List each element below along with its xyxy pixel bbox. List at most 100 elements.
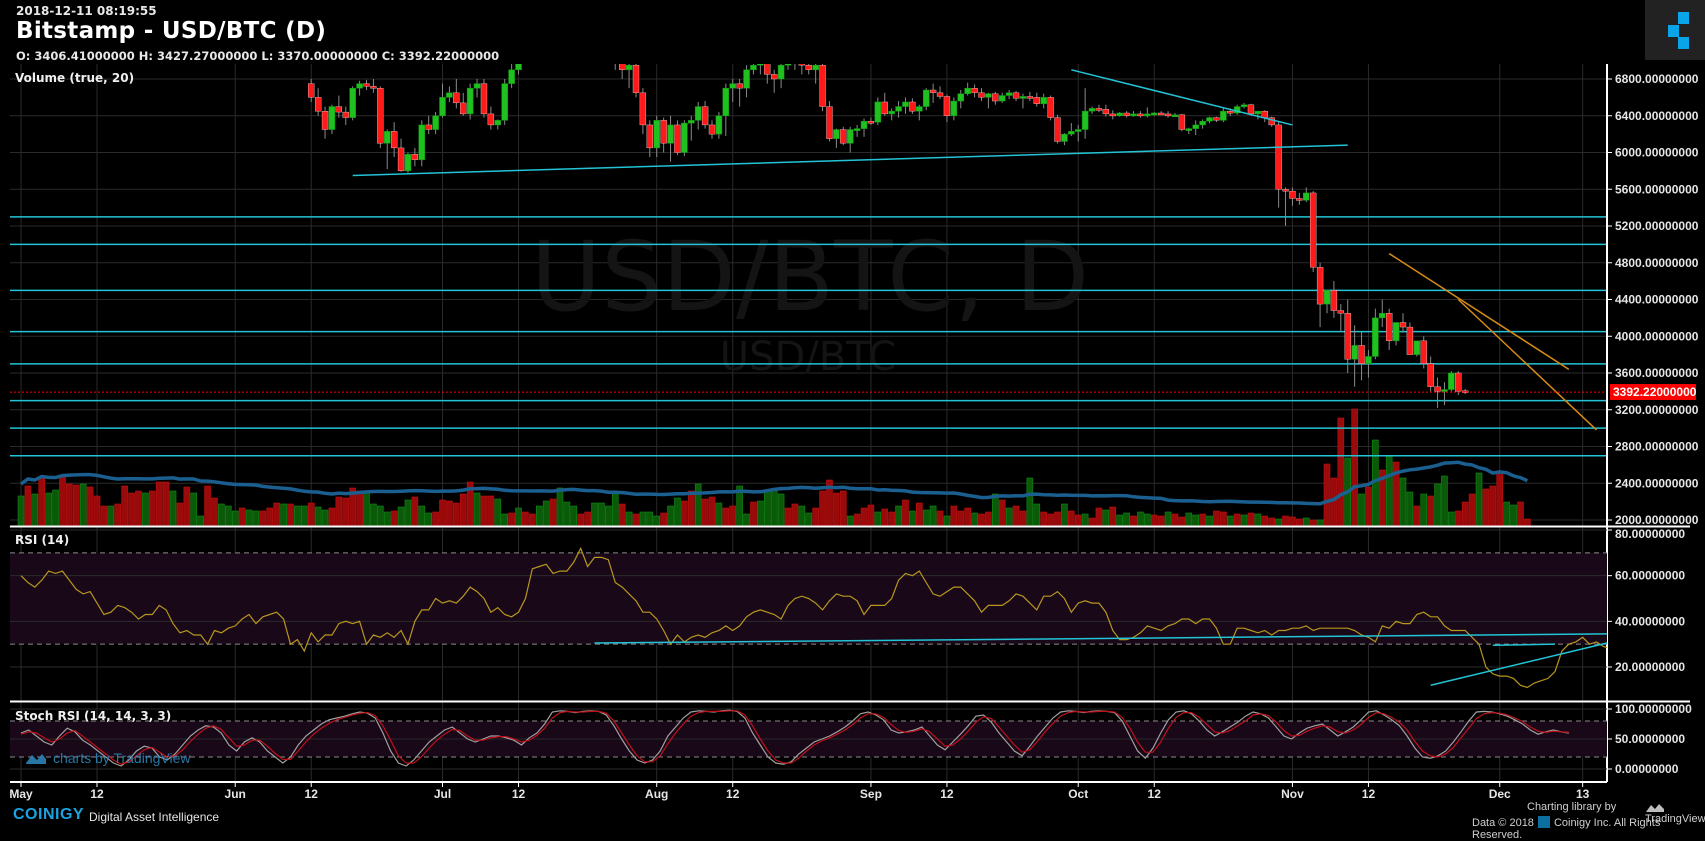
volume-bar [363, 492, 370, 526]
candle-body [1047, 97, 1054, 118]
stoch-d-line [20, 710, 1569, 765]
volume-bar [985, 511, 992, 526]
volume-bar [632, 513, 640, 526]
volume-bar [1054, 511, 1061, 526]
coinigy-logo-button[interactable] [1645, 0, 1705, 60]
charting-library-credit: Charting library by [1527, 801, 1617, 813]
candle-body [356, 83, 363, 89]
candle-body [964, 87, 971, 94]
tradingview-watermark[interactable]: charts by TradingView [25, 750, 190, 768]
volume-bar [563, 501, 571, 526]
candle-body [1441, 389, 1448, 392]
volume-bar [1033, 503, 1041, 526]
volume-bar [307, 502, 315, 526]
volume-bar [473, 492, 481, 526]
candle-body [439, 97, 446, 116]
volume-bar [1012, 505, 1020, 526]
candle-body [1399, 322, 1407, 328]
volume-bar [922, 509, 930, 526]
time-axis-label: Jun [225, 787, 246, 801]
volume-bar [1157, 515, 1165, 526]
volume-bar [1482, 488, 1490, 526]
copyright-prefix: Data © 2018 [1472, 817, 1534, 829]
volume-bar [24, 485, 32, 526]
volume-bar [1385, 455, 1393, 526]
candle-body [632, 65, 640, 93]
candle-body [1261, 111, 1268, 118]
volume-bar [1268, 517, 1276, 526]
candle-body [1012, 92, 1020, 99]
volume-bar [867, 504, 875, 526]
time-axis-label: Aug [645, 787, 668, 801]
stoch-axis-label: 50.00000000 [1615, 732, 1685, 746]
candle-body [418, 124, 426, 161]
volume-bar [370, 503, 377, 526]
volume-bar [328, 507, 336, 526]
volume-bar [1171, 513, 1179, 526]
candle-body [853, 128, 861, 131]
volume-bar [805, 512, 813, 526]
volume-bar [107, 505, 115, 526]
volume-bar [1309, 519, 1317, 526]
candle-body [1130, 113, 1137, 117]
candle-body [432, 115, 439, 130]
volume-bar [383, 511, 391, 526]
candle-body [473, 83, 481, 89]
volume-bar [162, 481, 170, 526]
copyright-notice: Data © 2018 Coinigy Inc. All Rights Reser… [1472, 816, 1705, 841]
volume-bar [397, 506, 405, 526]
volume-bar [770, 488, 778, 526]
candle-body [1330, 290, 1338, 311]
volume-bar [819, 490, 826, 526]
trendline [1457, 298, 1597, 431]
coinigy-wordmark[interactable]: COINIGY [13, 806, 85, 823]
candle-body [1323, 290, 1331, 305]
volume-bar [998, 499, 1006, 526]
volume-bar [1026, 477, 1034, 526]
volume-bar [52, 489, 59, 526]
volume-bar [335, 496, 343, 526]
volume-bar [943, 515, 951, 526]
watermark-sub: USD/BTC [720, 334, 896, 380]
volume-bar [646, 511, 654, 526]
volume-bar [1399, 477, 1407, 526]
candle-body [867, 121, 875, 124]
candle-body [1406, 326, 1414, 355]
price-axis-label: 6400.00000000 [1615, 109, 1699, 123]
volume-bar [1192, 514, 1199, 526]
volume-bar [846, 515, 854, 526]
candle-body [688, 120, 695, 124]
tradingview-credit-link[interactable]: TradingView [1645, 801, 1705, 825]
volume-bar [301, 505, 308, 526]
volume-bar [1116, 514, 1123, 526]
volume-bar [280, 503, 287, 526]
volume-bar [1378, 469, 1386, 526]
candle-body [453, 92, 460, 104]
volume-bar [252, 510, 260, 526]
candle-body [1358, 345, 1365, 364]
candle-body [1413, 340, 1421, 355]
candle-body [494, 120, 502, 126]
volume-bar [259, 510, 267, 526]
volume-bar [211, 497, 218, 526]
volume-bar [425, 512, 432, 526]
volume-bar [1392, 461, 1400, 526]
candle-body [819, 65, 826, 107]
candle-body [370, 86, 377, 89]
candle-body [1088, 108, 1096, 112]
timestamp: 2018-12-11 08:19:55 [16, 4, 157, 18]
volume-bar [757, 500, 764, 526]
volume-bar [404, 499, 412, 526]
candle-body [1137, 113, 1144, 117]
volume-bar [1461, 501, 1469, 526]
volume-bar [715, 502, 723, 526]
price-axis-label: 4800.00000000 [1615, 256, 1699, 270]
volume-bar [881, 508, 889, 526]
volume-bar [1233, 513, 1241, 526]
candle-body [916, 106, 923, 112]
candle-body [874, 101, 882, 123]
candle-body [1033, 97, 1040, 104]
candle-body [798, 64, 805, 66]
volume-bar [238, 507, 246, 526]
